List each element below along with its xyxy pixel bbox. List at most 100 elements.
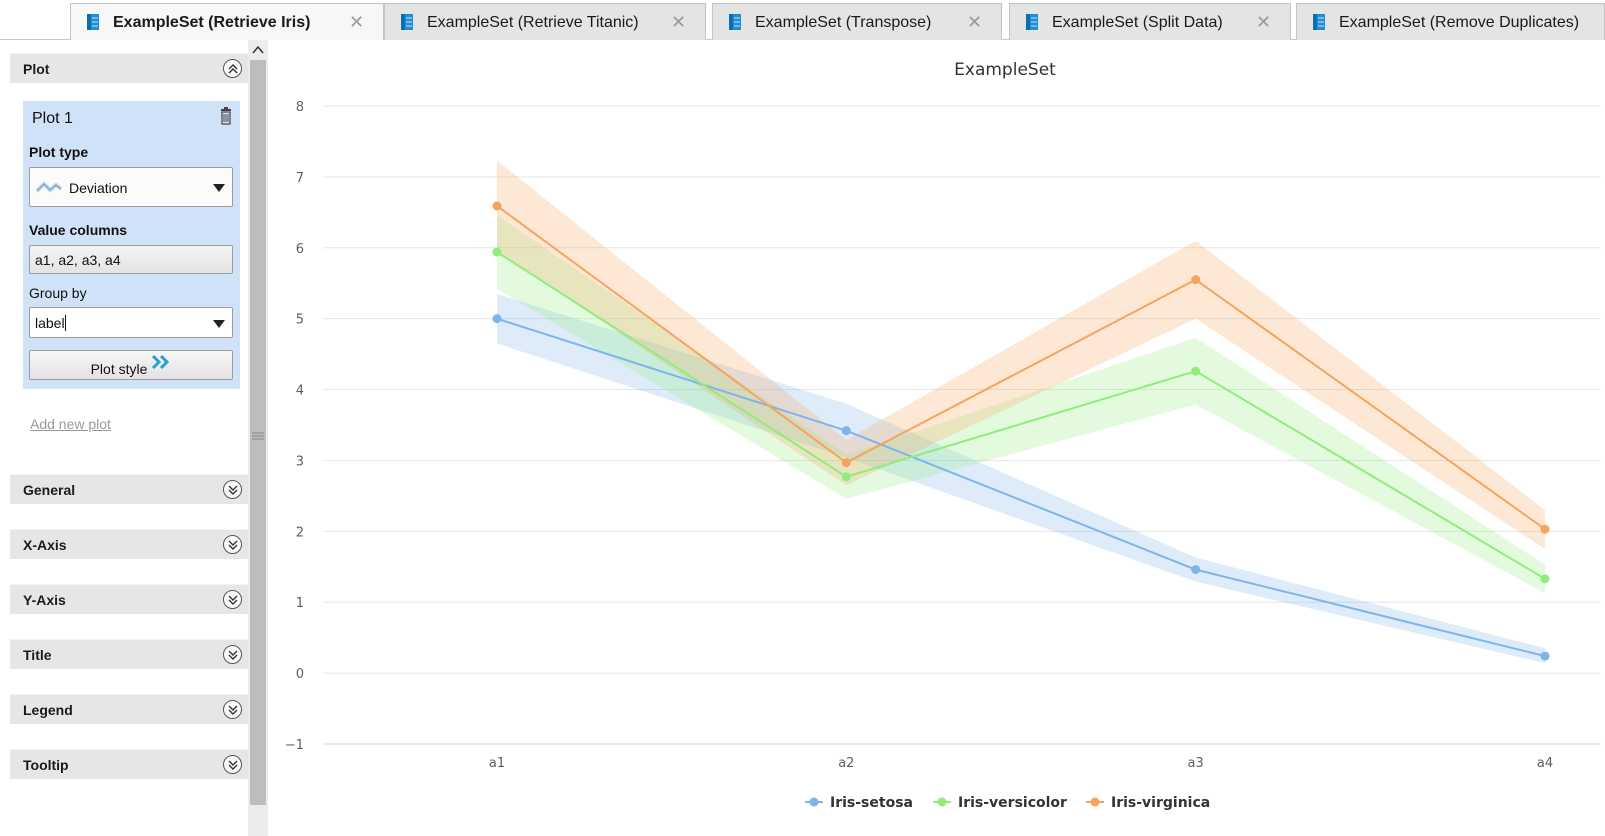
value-columns-value: a1, a2, a3, a4 <box>35 252 121 268</box>
exampleset-icon <box>1024 13 1040 31</box>
data-point <box>492 247 502 257</box>
close-icon[interactable]: ✕ <box>349 12 365 32</box>
section-plot-label: Plot <box>23 61 50 77</box>
y-tick-label: 3 <box>296 454 304 469</box>
deviation-band-2 <box>497 160 1545 550</box>
section-label: Legend <box>23 702 73 718</box>
data-point <box>492 201 502 211</box>
series-line-2 <box>496 205 1546 531</box>
expand-icon[interactable] <box>223 645 242 664</box>
y-tick-label: −1 <box>285 738 304 753</box>
y-tick-label: 1 <box>296 596 304 611</box>
data-point <box>841 472 851 482</box>
exampleset-icon <box>727 13 743 31</box>
plot-style-button[interactable]: Plot style <box>29 350 233 380</box>
double-chevron-right-icon <box>152 354 170 370</box>
section-legend-header[interactable]: Legend <box>10 694 253 724</box>
plot-style-label: Plot style <box>90 361 148 377</box>
trash-icon[interactable] <box>220 107 232 130</box>
section-y-axis-header[interactable]: Y-Axis <box>10 584 253 614</box>
exampleset-icon <box>1311 13 1327 31</box>
deviation-band-1 <box>497 215 1545 594</box>
tab-label: ExampleSet (Split Data) <box>1052 14 1223 31</box>
y-tick-label: 5 <box>296 313 304 328</box>
expand-icon[interactable] <box>223 480 242 499</box>
data-point <box>1191 275 1201 285</box>
plot-card-title: Plot 1 <box>32 110 73 127</box>
legend-marker <box>937 797 947 807</box>
plot-type-label: Plot type <box>29 144 89 160</box>
chart-title: ExampleSet <box>954 60 1056 80</box>
tab-4[interactable]: ExampleSet (Split Data) ✕ <box>1009 3 1291 40</box>
chevron-down-icon <box>213 184 225 192</box>
chart-area: ExampleSet 8 7 6 5 4 3 2 1 0 −1 a1 a2 a3 a4 Iris-setosa… <box>268 40 1605 836</box>
tab-label: ExampleSet (Remove Duplicates) <box>1339 14 1580 31</box>
y-tick-label: 2 <box>296 525 304 540</box>
data-point <box>1191 366 1201 376</box>
section-title-header[interactable]: Title <box>10 639 253 669</box>
section-label: X-Axis <box>23 537 67 553</box>
data-point <box>492 314 502 324</box>
legend-item-label: Iris-setosa <box>830 795 913 811</box>
expand-icon[interactable] <box>223 700 242 719</box>
data-point <box>841 426 851 436</box>
data-point <box>841 458 851 468</box>
series-line-1 <box>496 251 1546 580</box>
y-tick-label: 6 <box>296 242 304 257</box>
legend-item-label: Iris-virginica <box>1111 795 1210 811</box>
tab-bar: ExampleSet (Retrieve Iris) ✕ ExampleSet (R… <box>0 0 1605 41</box>
exampleset-icon <box>85 13 101 31</box>
legend-item-label: Iris-versicolor <box>958 795 1067 811</box>
section-x-axis-header[interactable]: X-Axis <box>10 529 253 559</box>
section-label: Tooltip <box>23 757 69 773</box>
splitter-grip-icon[interactable] <box>252 428 264 440</box>
x-tick-label: a4 <box>1537 756 1553 771</box>
group-by-label: Group by <box>29 285 87 301</box>
expand-icon[interactable] <box>223 755 242 774</box>
expand-icon[interactable] <box>223 590 242 609</box>
data-point <box>1540 651 1550 661</box>
expand-icon[interactable] <box>223 535 242 554</box>
scroll-up-icon[interactable] <box>250 42 266 58</box>
value-columns-label: Value columns <box>29 222 128 238</box>
section-label: Title <box>23 647 52 663</box>
tab-5[interactable]: ExampleSet (Remove Duplicates) <box>1296 3 1605 40</box>
plot-config-sidebar: Plot Plot 1 Plot type Deviation Value co… <box>0 40 253 836</box>
y-tick-label: 8 <box>296 100 304 115</box>
data-point <box>1191 565 1201 575</box>
tab-label: ExampleSet (Retrieve Titanic) <box>427 14 639 31</box>
tab-3[interactable]: ExampleSet (Transpose) ✕ <box>712 3 1002 40</box>
legend-marker <box>809 797 819 807</box>
group-by-value: label <box>35 315 65 331</box>
x-tick-label: a1 <box>489 756 505 771</box>
group-by-select[interactable]: label <box>29 307 233 338</box>
close-icon[interactable]: ✕ <box>1256 12 1272 32</box>
section-tooltip-header[interactable]: Tooltip <box>10 749 253 779</box>
section-label: Y-Axis <box>23 592 66 608</box>
y-tick-label: 0 <box>296 667 304 682</box>
deviation-chart: ExampleSet 8 7 6 5 4 3 2 1 0 −1 a1 a2 a3 a4 Iris-setosa… <box>285 60 1601 811</box>
tab-label: ExampleSet (Retrieve Iris) <box>113 14 311 31</box>
plot-card: Plot 1 Plot type Deviation Value columns… <box>23 101 240 389</box>
close-icon[interactable]: ✕ <box>671 12 687 32</box>
data-point <box>1540 524 1550 534</box>
section-general-header[interactable]: General <box>10 474 253 504</box>
close-icon[interactable]: ✕ <box>967 12 983 32</box>
add-new-plot-link[interactable]: Add new plot <box>30 416 111 432</box>
plot-type-select[interactable]: Deviation <box>29 167 233 207</box>
collapse-icon[interactable] <box>223 59 242 78</box>
section-plot-header[interactable]: Plot <box>10 53 253 83</box>
deviation-chart-icon <box>35 180 63 201</box>
x-tick-label: a3 <box>1188 756 1204 771</box>
tab-label: ExampleSet (Transpose) <box>755 14 932 31</box>
y-tick-label: 7 <box>296 171 304 186</box>
legend-marker <box>1090 797 1100 807</box>
tab-2[interactable]: ExampleSet (Retrieve Titanic) ✕ <box>384 3 706 40</box>
series-line-0 <box>496 317 1546 658</box>
tab-1[interactable]: ExampleSet (Retrieve Iris) ✕ <box>70 3 384 41</box>
value-columns-button[interactable]: a1, a2, a3, a4 <box>29 245 233 274</box>
text-cursor <box>65 315 66 331</box>
y-tick-label: 4 <box>296 384 304 399</box>
plot-type-value: Deviation <box>69 180 128 196</box>
exampleset-icon <box>399 13 415 31</box>
